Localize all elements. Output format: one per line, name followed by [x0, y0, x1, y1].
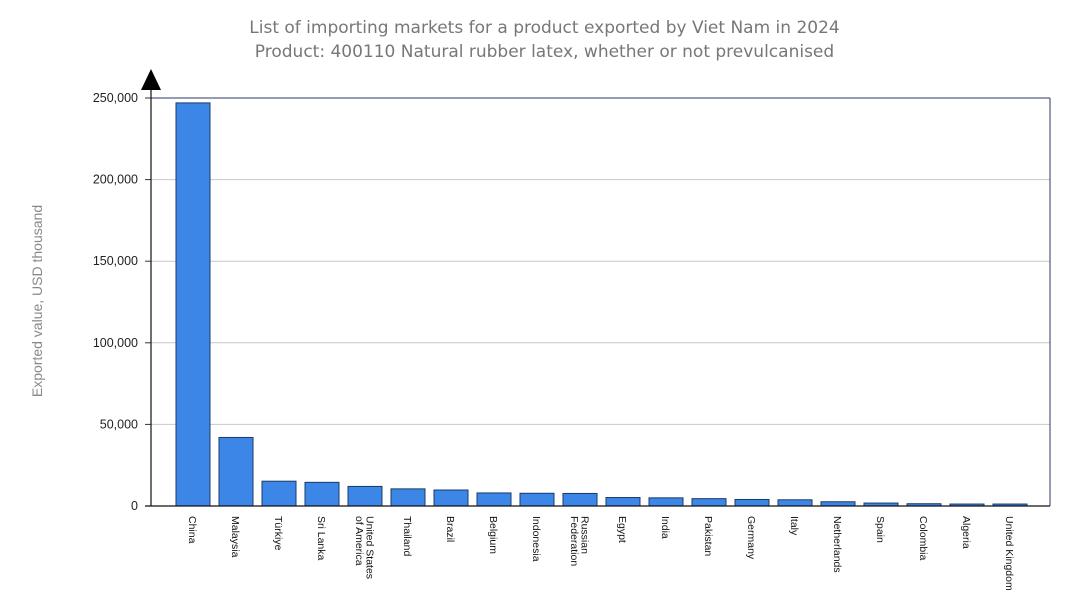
- x-tick-label: Indonesia: [530, 516, 542, 562]
- bar: [261, 480, 297, 507]
- x-tick-label-line: Pakistan: [702, 516, 714, 556]
- x-tick-label: Malaysia: [229, 516, 241, 558]
- bar: [562, 492, 598, 507]
- bar: [519, 492, 555, 507]
- y-tick-label: 50,000: [100, 417, 138, 431]
- x-tick-label: China: [186, 516, 198, 544]
- x-tick-label-line: United Kingdom: [1003, 516, 1015, 591]
- tick-labels: 0 50,000 100,000 150,000 200,000 250,000 China…: [93, 91, 1015, 591]
- chart-subtitle: Product: 400110 Natural rubber latex, wh…: [254, 42, 835, 62]
- axes: [141, 69, 1051, 507]
- x-tick-label-line: Algeria: [960, 516, 972, 549]
- x-tick-label-line: Belgium: [487, 516, 499, 554]
- x-tick-label: Spain: [874, 516, 886, 543]
- bar: [648, 497, 684, 507]
- y-tick-label: 100,000: [93, 336, 138, 350]
- y-tick-label: 200,000: [93, 173, 138, 187]
- y-tick-label: 150,000: [93, 254, 138, 268]
- x-tick-label: Netherlands: [831, 516, 843, 573]
- bar: [304, 481, 340, 507]
- x-tick-label-line: Italy: [788, 516, 800, 536]
- y-axis-arrow-icon: [141, 69, 161, 90]
- bar: [691, 498, 727, 507]
- x-tick-label-line: Russian: [578, 516, 590, 554]
- y-tick-label: 0: [131, 499, 138, 513]
- bar: [175, 102, 211, 507]
- x-tick-label: Italy: [788, 516, 800, 536]
- x-tick-label-line: Brazil: [444, 516, 456, 542]
- x-tick-label-line: of America: [353, 516, 365, 566]
- x-tick-label-line: United States: [363, 516, 375, 579]
- bar: [476, 492, 512, 507]
- bar: [820, 501, 856, 507]
- x-tick-label: Pakistan: [702, 516, 714, 556]
- x-tick-label-line: Colombia: [917, 516, 929, 561]
- x-tick-label: Brazil: [444, 516, 456, 542]
- x-tick-label-line: Sri Lanka: [315, 516, 327, 561]
- x-tick-label-line: Spain: [874, 516, 886, 543]
- x-tick-label-line: Thailand: [401, 516, 413, 556]
- x-tick-label-line: Malaysia: [229, 516, 241, 558]
- x-tick-label: Türkiye: [272, 516, 284, 551]
- x-tick-label: Egypt: [616, 516, 628, 543]
- bar: [218, 436, 254, 507]
- x-tick-label-line: Indonesia: [530, 516, 542, 562]
- x-tick-label: United Kingdom: [1003, 516, 1015, 591]
- x-tick-label-line: India: [659, 516, 671, 539]
- x-tick-label-line: Federation: [568, 516, 580, 566]
- bar: [390, 488, 426, 507]
- bar: [605, 497, 641, 507]
- x-tick-label: India: [659, 516, 671, 539]
- bar: [734, 498, 770, 507]
- x-tick-label-line: Türkiye: [272, 516, 284, 551]
- x-tick-label: Thailand: [401, 516, 413, 556]
- bar: [347, 485, 383, 507]
- x-tick-label: Algeria: [960, 516, 972, 549]
- x-tick-label-line: China: [186, 516, 198, 544]
- bars: [175, 102, 1028, 507]
- bar: [777, 499, 813, 507]
- x-tick-label: Germany: [745, 516, 757, 560]
- x-tick-label-line: Germany: [745, 516, 757, 560]
- y-tick-label: 250,000: [93, 91, 138, 105]
- x-tick-label: Sri Lanka: [315, 516, 327, 561]
- gridlines: [151, 179, 1050, 425]
- x-tick-label-line: Egypt: [616, 516, 628, 543]
- chart-title: List of importing markets for a product …: [249, 18, 840, 38]
- x-tick-label: Belgium: [487, 516, 499, 554]
- bar: [433, 489, 469, 507]
- x-tick-label: Colombia: [917, 516, 929, 561]
- x-tick-label-line: Netherlands: [831, 516, 843, 573]
